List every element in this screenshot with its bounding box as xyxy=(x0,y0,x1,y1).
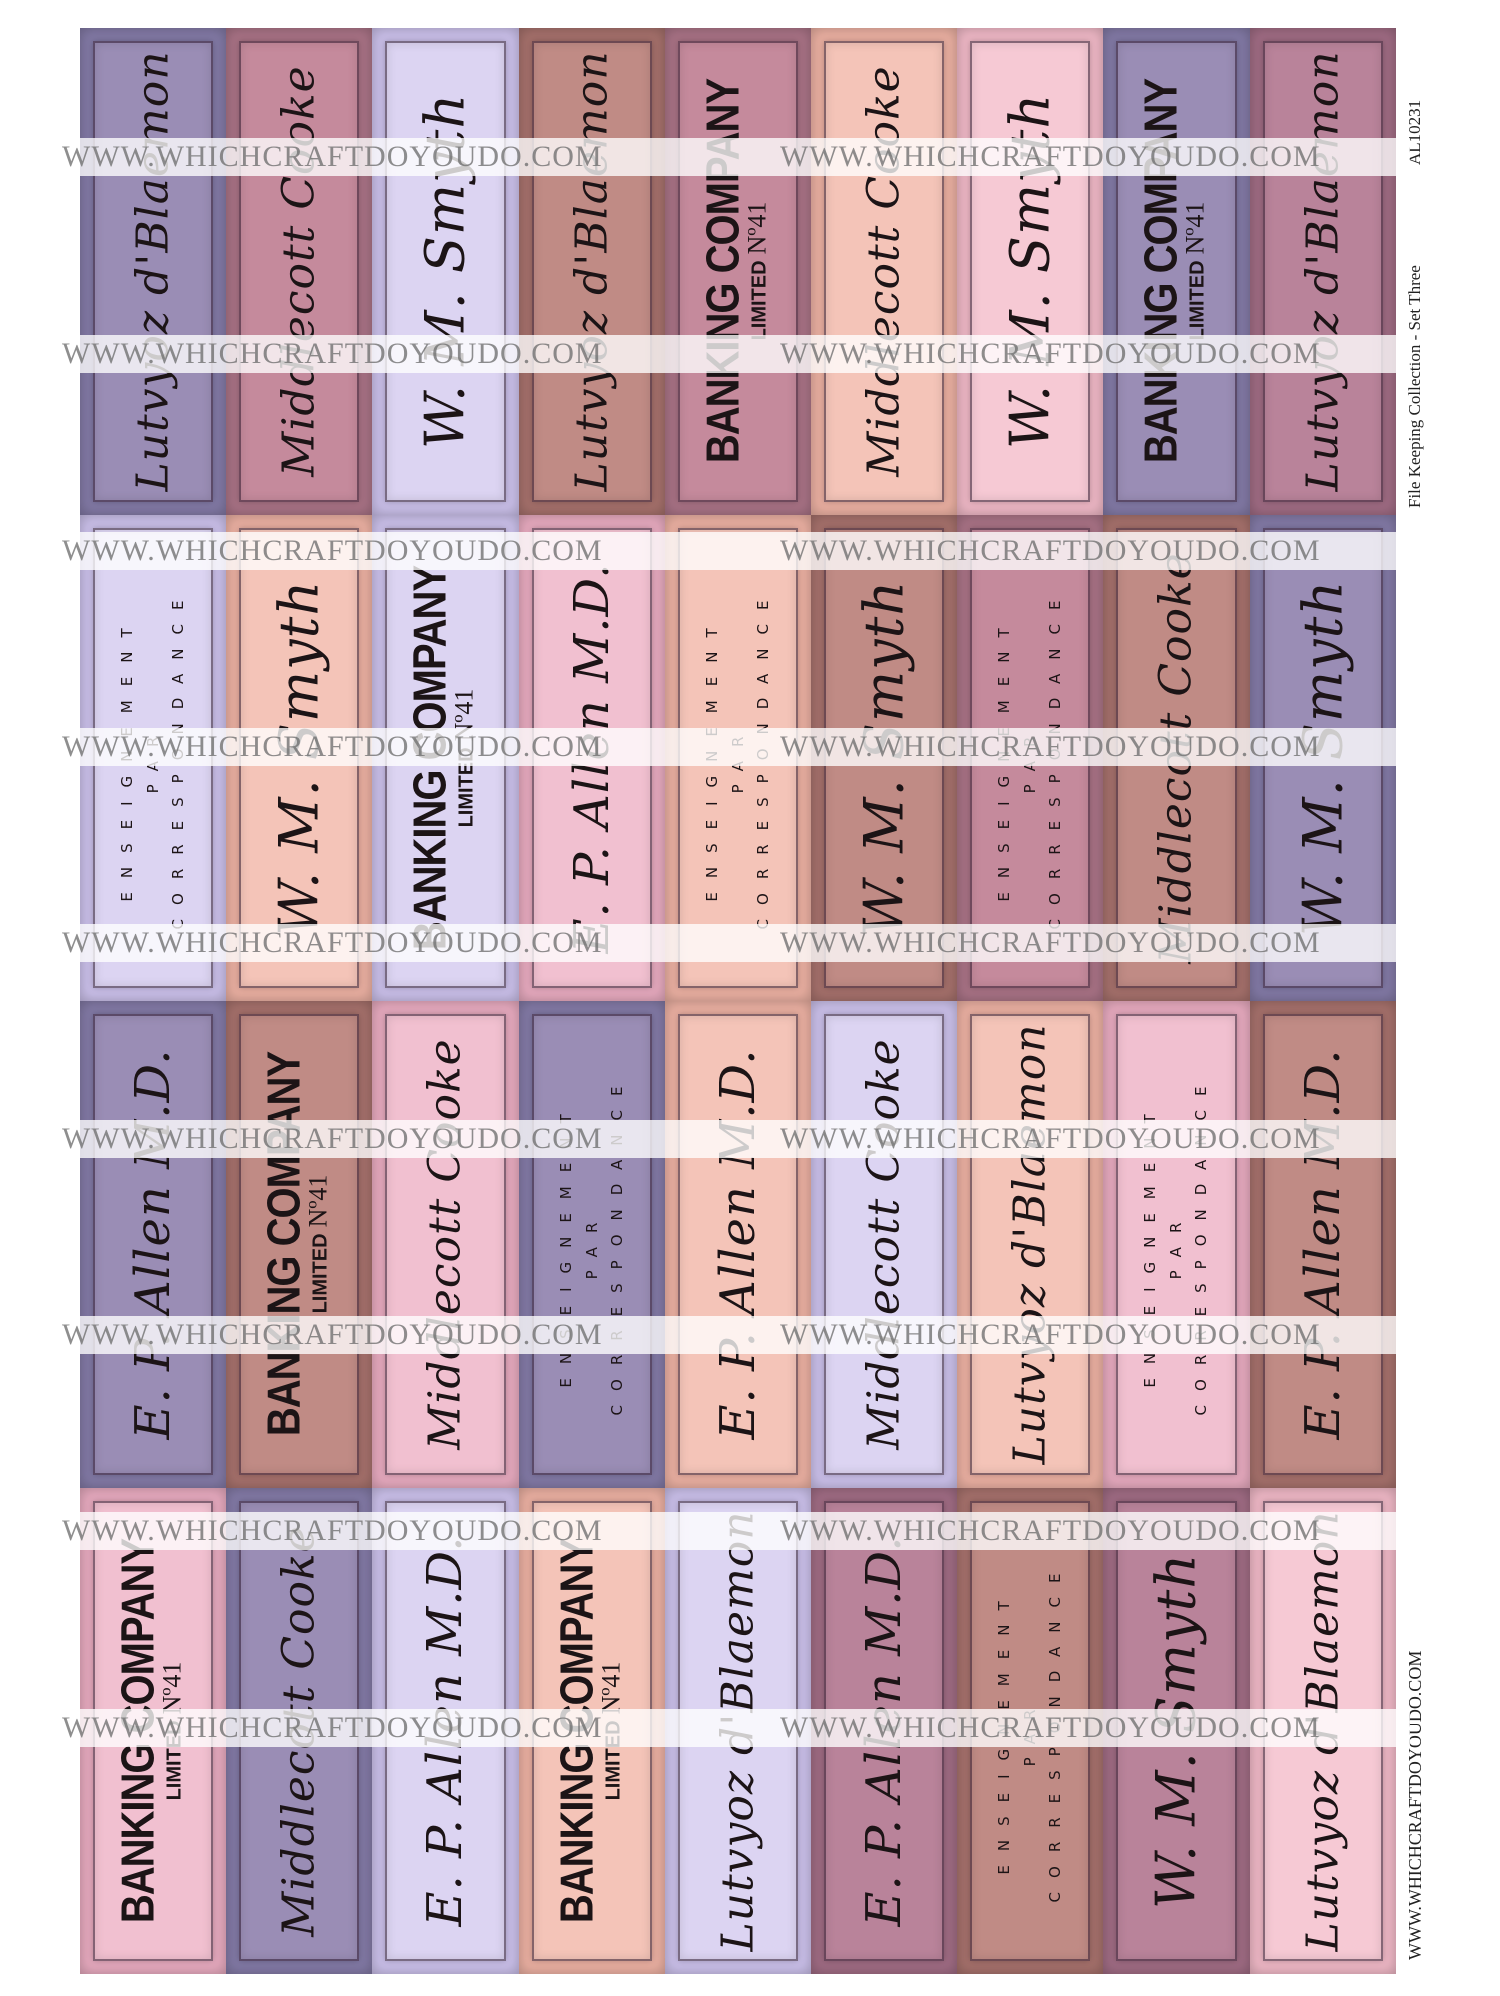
label-face: Middlecott Cooke xyxy=(385,1014,506,1475)
label-text-block: Middlecott Cooke xyxy=(859,66,910,477)
label-face: E. P. Allen M.D. xyxy=(1262,1014,1383,1475)
label-face: W. M. Smyth xyxy=(385,41,506,502)
label-tile: Lutvyoz d'Blaemon xyxy=(957,1001,1104,1488)
signature-allen: E. P. Allen M.D. xyxy=(125,1048,182,1440)
label-face: Middlecott Cooke xyxy=(239,41,360,502)
collection-url: WWW.WHICHCRAFTDOYOUDO.COM xyxy=(1405,1650,1425,1960)
par-text: PAR xyxy=(1166,1208,1185,1280)
label-text-block: Lutvyoz d'Blaemon xyxy=(128,51,179,492)
label-text-block: Middlecott Cooke xyxy=(420,1039,471,1450)
watermark-text: WWW.WHICHCRAFTDOYOUDO.COM xyxy=(780,534,1321,567)
label-face: E. P. Allen M.D. xyxy=(93,1014,214,1475)
label-tile: Lutvyoz d'Blaemon xyxy=(518,28,665,515)
label-face: E. P. Allen M.D. xyxy=(677,1014,798,1475)
label-sheet: Lutvyoz d'Blaemon Middlecott Cooke W. M. S… xyxy=(80,28,1396,1974)
label-text-block: Middlecott Cooke xyxy=(859,1039,910,1450)
signature-middlecott: Middlecott Cooke xyxy=(419,1038,471,1450)
watermark-text: WWW.WHICHCRAFTDOYOUDO.COM xyxy=(780,1711,1321,1744)
par-text: PAR xyxy=(581,1208,600,1280)
signature-middlecott: Middlecott Cooke xyxy=(858,65,910,477)
watermark-text: WWW.WHICHCRAFTDOYOUDO.COM xyxy=(62,730,603,763)
watermark-band xyxy=(62,532,1410,570)
label-tile: E. P. Allen M.D. xyxy=(1249,1001,1396,1488)
watermark-text: WWW.WHICHCRAFTDOYOUDO.COM xyxy=(62,1122,603,1155)
limited-text: LIMITED xyxy=(748,260,771,341)
label-tile: E. P. Allen M.D. xyxy=(80,1001,227,1488)
signature-middlecott: Middlecott Cooke xyxy=(273,65,325,477)
label-text-block: Lutvyoz d'Blaemon xyxy=(1297,51,1348,492)
label-text-block: Lutvyoz d'Blaemon xyxy=(1005,1024,1056,1465)
watermark-band xyxy=(62,924,1410,962)
label-tile: Lutvyoz d'Blaemon xyxy=(80,28,227,515)
label-face: W. M. Smyth xyxy=(970,41,1091,502)
watermark-text: WWW.WHICHCRAFTDOYOUDO.COM xyxy=(780,1122,1321,1155)
watermark-text: WWW.WHICHCRAFTDOYOUDO.COM xyxy=(62,926,603,959)
watermark-band xyxy=(62,335,1410,373)
label-face: Lutvyoz d'Blaemon xyxy=(1262,41,1383,502)
signature-lutvyoz: Lutvyoz d'Blaemon xyxy=(1004,1023,1056,1465)
label-face: Middlecott Cooke xyxy=(824,1014,945,1475)
signature-allen: E. P. Allen M.D. xyxy=(1294,1048,1351,1440)
label-tile: W. M. Smyth xyxy=(957,28,1104,515)
label-face: Middlecott Cooke xyxy=(824,41,945,502)
watermark-text: WWW.WHICHCRAFTDOYOUDO.COM xyxy=(62,1318,603,1351)
label-tile: Middlecott Cooke xyxy=(811,28,958,515)
banking-company-text: BANKING COMPANY xyxy=(259,1052,311,1437)
limited-text: LIMITED xyxy=(309,1233,332,1314)
label-face: Lutvyoz d'Blaemon xyxy=(93,41,214,502)
signature-lutvyoz: Lutvyoz d'Blaemon xyxy=(566,50,618,492)
label-face: Lutvyoz d'Blaemon xyxy=(531,41,652,502)
banking-company-text: BANKING COMPANY xyxy=(1136,79,1188,464)
label-text-block: E. P. Allen M.D. xyxy=(710,1049,766,1440)
label-tile: E. P. Allen M.D. xyxy=(664,1001,811,1488)
watermark-text: WWW.WHICHCRAFTDOYOUDO.COM xyxy=(780,926,1321,959)
collection-title: File Keeping Collection - Set Three xyxy=(1405,265,1424,508)
watermark-band xyxy=(62,138,1410,176)
watermark-band xyxy=(62,1512,1410,1550)
label-tile: W. M. Smyth xyxy=(372,28,519,515)
label-text-block: Lutvyoz d'Blaemon xyxy=(566,51,617,492)
watermark-text: WWW.WHICHCRAFTDOYOUDO.COM xyxy=(62,534,603,567)
watermark-band xyxy=(62,1120,1410,1158)
watermark-band xyxy=(62,1709,1410,1747)
watermark-text: WWW.WHICHCRAFTDOYOUDO.COM xyxy=(780,1514,1321,1547)
signature-middlecott: Middlecott Cooke xyxy=(858,1038,910,1450)
watermark-band xyxy=(62,1316,1410,1354)
label-text-block: Middlecott Cooke xyxy=(274,66,325,477)
label-face: Lutvyoz d'Blaemon xyxy=(970,1014,1091,1475)
watermark-text: WWW.WHICHCRAFTDOYOUDO.COM xyxy=(62,1514,603,1547)
label-text-block: E. P. Allen M.D. xyxy=(125,1049,181,1440)
watermark-text: WWW.WHICHCRAFTDOYOUDO.COM xyxy=(780,337,1321,370)
label-tile: Lutvyoz d'Blaemon xyxy=(1249,28,1396,515)
signature-lutvyoz: Lutvyoz d'Blaemon xyxy=(127,50,179,492)
watermark-text: WWW.WHICHCRAFTDOYOUDO.COM xyxy=(62,1711,603,1744)
label-tile: Middlecott Cooke xyxy=(811,1001,958,1488)
watermark-band xyxy=(62,728,1410,766)
label-tile: Middlecott Cooke xyxy=(372,1001,519,1488)
watermark-text: WWW.WHICHCRAFTDOYOUDO.COM xyxy=(780,140,1321,173)
watermark-text: WWW.WHICHCRAFTDOYOUDO.COM xyxy=(780,1318,1321,1351)
signature-lutvyoz: Lutvyoz d'Blaemon xyxy=(1297,50,1349,492)
watermark-text: WWW.WHICHCRAFTDOYOUDO.COM xyxy=(62,337,603,370)
limited-text: LIMITED xyxy=(1187,260,1210,341)
watermark-text: WWW.WHICHCRAFTDOYOUDO.COM xyxy=(62,140,603,173)
banking-company-text: BANKING COMPANY xyxy=(698,79,749,464)
watermark-text: WWW.WHICHCRAFTDOYOUDO.COM xyxy=(780,730,1321,763)
signature-allen: E. P. Allen M.D. xyxy=(709,1048,766,1440)
label-tile: Middlecott Cooke xyxy=(226,28,373,515)
label-text-block: E. P. Allen M.D. xyxy=(1295,1049,1351,1440)
